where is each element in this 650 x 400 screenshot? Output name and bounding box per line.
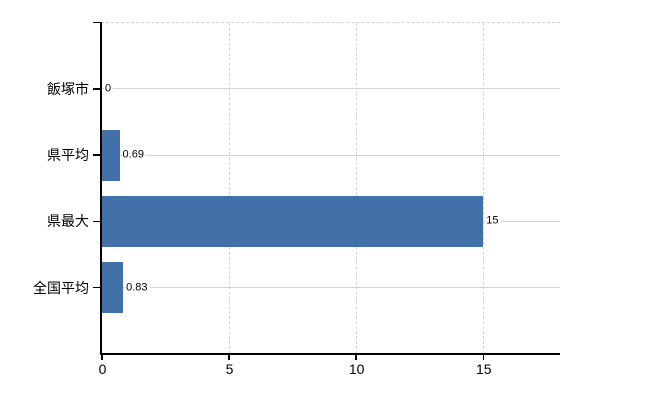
x-tick-label: 15	[475, 361, 492, 377]
category-label: 飯塚市	[47, 80, 89, 97]
gridline-horizontal	[101, 154, 560, 156]
bar	[102, 262, 124, 314]
bar-value-label: 0.69	[121, 148, 146, 162]
x-tick-label: 0	[98, 361, 107, 377]
x-axis-line	[99, 353, 560, 355]
y-axis-tick	[92, 154, 100, 156]
bar-value-label: 0.83	[125, 281, 150, 295]
x-axis-tick	[355, 355, 357, 360]
y-axis-tick	[92, 286, 100, 289]
x-axis-tick	[228, 355, 230, 360]
plot-top-border	[101, 22, 560, 23]
gridline-vertical	[228, 22, 230, 354]
y-axis-tick	[92, 88, 100, 90]
x-tick-label: 5	[225, 361, 234, 377]
gridline-horizontal	[101, 287, 560, 289]
gridline-vertical	[355, 22, 357, 354]
category-label: 県最大	[47, 213, 89, 230]
bar-value-label: 0	[104, 82, 114, 96]
bar	[102, 195, 484, 247]
gridline-horizontal	[101, 88, 560, 90]
y-axis-tick	[92, 220, 100, 223]
bar-value-label: 15	[485, 214, 501, 228]
gridline-vertical	[482, 22, 484, 354]
x-axis-tick	[101, 355, 103, 360]
category-label: 全国平均	[33, 279, 89, 296]
category-label: 県平均	[47, 147, 89, 164]
x-axis-tick	[482, 355, 484, 360]
x-tick-label: 10	[348, 361, 365, 377]
y-axis-line	[99, 21, 102, 355]
bar	[102, 129, 120, 181]
y-axis-tick	[92, 21, 100, 24]
